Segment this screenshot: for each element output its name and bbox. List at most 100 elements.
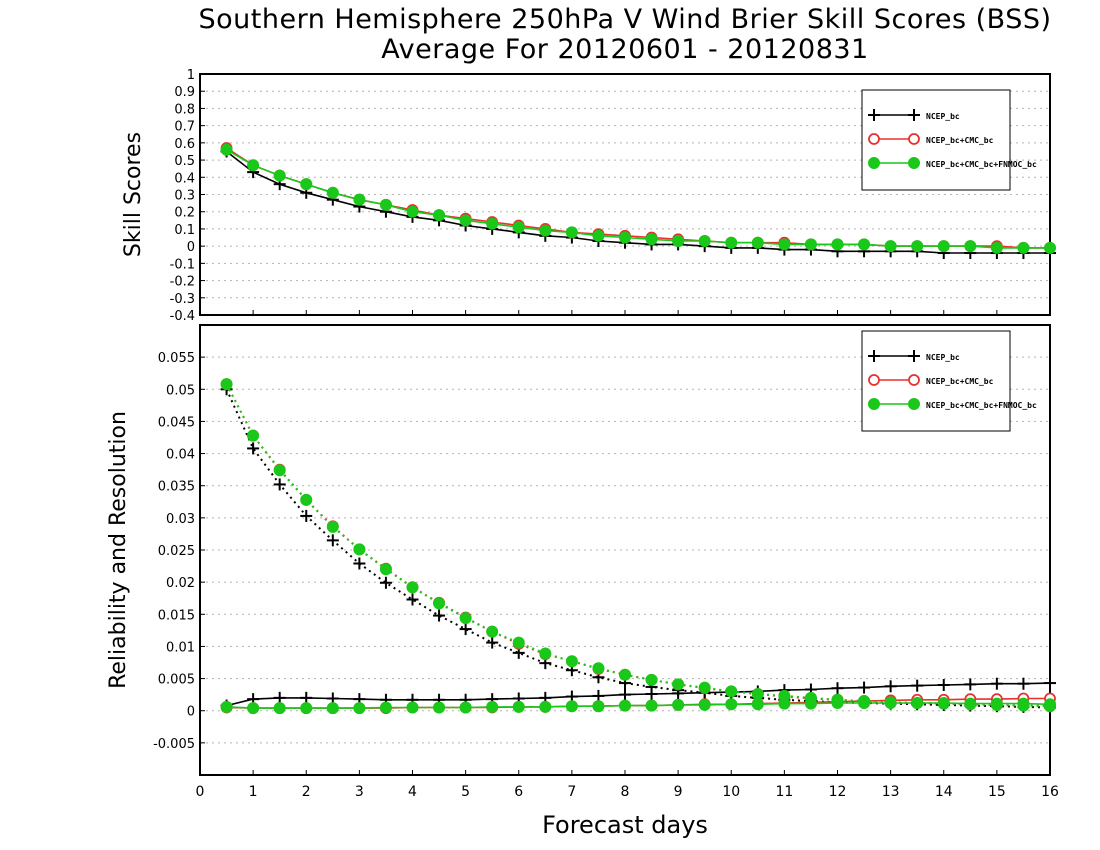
y-tick-label: 0 — [187, 240, 195, 255]
data-point — [300, 178, 313, 191]
data-point — [273, 478, 286, 491]
x-tick-label: 6 — [514, 784, 523, 800]
data-point — [964, 240, 977, 253]
x-tick-label: 2 — [302, 784, 311, 800]
data-point — [804, 691, 817, 704]
data-point — [645, 233, 658, 246]
x-tick-label: 7 — [567, 784, 576, 800]
legend-marker — [908, 350, 920, 362]
y-tick-label: 0.055 — [158, 351, 195, 366]
data-point — [565, 700, 578, 713]
x-tick-label: 9 — [674, 784, 683, 800]
data-point — [884, 696, 897, 709]
x-tick-label: 3 — [355, 784, 364, 800]
data-point — [486, 700, 499, 713]
data-point — [592, 689, 605, 702]
data-point — [698, 681, 711, 694]
y-tick-label: 0.8 — [174, 102, 195, 117]
reliability-resolution-panel: -0.005 0 0.005 0.01 0.015 0.02 0.025 0.03 0.035 0… — [106, 324, 1059, 800]
data-point — [831, 238, 844, 251]
data-point — [725, 685, 738, 698]
data-point — [937, 679, 950, 691]
data-point — [990, 698, 1003, 711]
skill-scores-panel: -0.4 -0.3 -0.2 -0.1 0 0.1 0.2 0.3 0.4 0.5 0.6 0.7 0.… — [121, 68, 1056, 324]
data-point — [512, 636, 525, 649]
data-point — [247, 429, 260, 442]
legend-box — [861, 330, 1011, 432]
y-tick-label: 0.5 — [174, 154, 195, 169]
data-point — [858, 238, 871, 251]
data-point — [937, 240, 950, 253]
y-tick-label: 0.03 — [166, 512, 195, 527]
data-point — [379, 198, 392, 211]
data-point — [698, 698, 711, 711]
x-tick-label: 13 — [882, 784, 900, 800]
data-point — [353, 193, 366, 206]
data-point — [300, 691, 313, 704]
data-point — [751, 236, 764, 249]
data-point — [512, 700, 525, 713]
data-point — [220, 378, 233, 391]
data-point — [964, 698, 977, 711]
y-tick-label: -0.4 — [170, 309, 195, 324]
y-tick-label: 0.025 — [158, 544, 195, 559]
data-point — [539, 224, 552, 237]
data-point — [220, 700, 233, 713]
legend-label: NCEP_bc+CMC_bc — [926, 377, 994, 386]
data-point — [326, 534, 339, 547]
data-point — [353, 557, 366, 570]
data-point — [911, 240, 924, 253]
data-point — [858, 681, 871, 694]
x-tick-label: 5 — [461, 784, 470, 800]
legend: NCEP_bc NCEP_bc+CMC_bc NCEP_bc+CMC_bc+FNMO… — [861, 89, 1037, 191]
x-tick-label: 8 — [621, 784, 630, 800]
data-point — [698, 234, 711, 247]
data-point — [831, 682, 844, 695]
legend-label: NCEP_bc+CMC_bc — [926, 136, 994, 145]
legend-marker — [908, 157, 920, 169]
y-axis-label: Reliability and Resolution — [106, 411, 131, 689]
data-point — [433, 609, 446, 622]
x-axis-label: Forecast days — [542, 811, 708, 839]
y-tick-label: 0.04 — [166, 448, 195, 463]
data-point — [565, 655, 578, 668]
data-point — [406, 701, 419, 714]
data-point — [911, 679, 924, 692]
y-tick-label: 0.005 — [158, 673, 195, 688]
data-point — [247, 442, 260, 455]
y-tick-label: -0.1 — [170, 257, 195, 272]
y-tick-label: 0.2 — [174, 206, 195, 221]
data-point — [1044, 677, 1056, 690]
data-point — [379, 563, 392, 576]
data-point — [379, 576, 392, 589]
data-point — [433, 209, 446, 222]
data-point — [220, 143, 233, 156]
chart-title-line1: Southern Hemisphere 250hPa V Wind Brier … — [198, 4, 1052, 35]
y-tick-label: 0.01 — [166, 640, 195, 655]
y-tick-label: 0.4 — [174, 171, 195, 186]
data-point — [406, 205, 419, 218]
legend-marker — [868, 398, 880, 410]
data-point — [619, 231, 631, 244]
data-point — [804, 238, 817, 251]
y-tick-label: 0.02 — [166, 576, 195, 591]
y-tick-label: -0.2 — [170, 275, 195, 290]
data-point — [353, 702, 366, 715]
legend-marker — [868, 157, 880, 169]
data-point — [619, 699, 631, 712]
x-tick-label: 4 — [408, 784, 417, 800]
data-point — [911, 697, 924, 709]
y-tick-label: 0.7 — [174, 120, 195, 135]
data-point — [1044, 241, 1056, 254]
legend-marker — [908, 374, 920, 386]
data-point — [565, 226, 578, 239]
y-tick-label: -0.005 — [153, 737, 195, 752]
data-point — [672, 234, 685, 247]
series-line-3 — [225, 383, 1050, 707]
legend-label: NCEP_bc — [926, 353, 960, 362]
x-tick-label: 12 — [829, 784, 847, 800]
data-point — [300, 493, 313, 506]
data-point — [353, 543, 366, 556]
data-point — [884, 680, 897, 693]
